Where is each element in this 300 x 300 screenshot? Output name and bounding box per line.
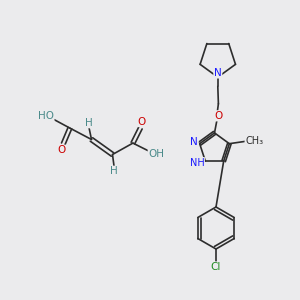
Text: O: O bbox=[214, 111, 223, 121]
Text: O: O bbox=[58, 145, 66, 155]
Text: O: O bbox=[138, 116, 146, 127]
Text: N: N bbox=[190, 137, 198, 147]
Text: N: N bbox=[214, 68, 222, 78]
Text: H: H bbox=[110, 166, 118, 176]
Text: Cl: Cl bbox=[211, 262, 221, 272]
Text: CH₃: CH₃ bbox=[245, 136, 263, 146]
Text: HO: HO bbox=[38, 111, 54, 121]
Text: OH: OH bbox=[148, 148, 164, 159]
Text: NH: NH bbox=[190, 158, 204, 168]
Text: H: H bbox=[85, 118, 93, 128]
